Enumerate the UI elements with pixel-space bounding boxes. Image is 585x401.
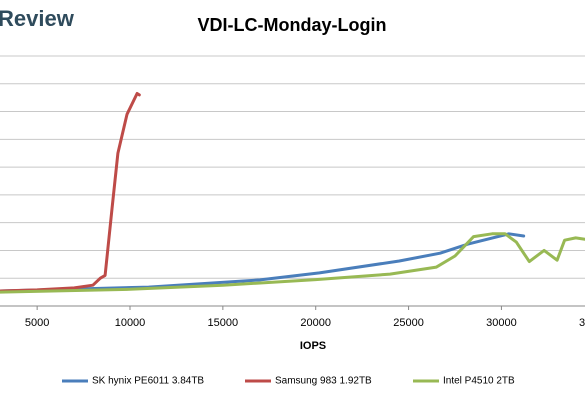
series-line (0, 232, 585, 294)
legend-label: Intel P4510 2TB (443, 376, 515, 387)
series-line (0, 92, 141, 293)
x-tick-label: 20000 (300, 317, 331, 329)
logo: Review (0, 6, 75, 31)
x-axis-label: IOPS (300, 340, 326, 352)
x-tick-label: 10000 (115, 317, 146, 329)
x-tick-label: 5000 (25, 317, 49, 329)
x-tick-label: 30000 (486, 317, 517, 329)
chart-title: VDI-LC-Monday-Login (198, 15, 387, 35)
series-line (0, 232, 526, 293)
x-tick-label: 35000 (579, 317, 585, 329)
legend-label: Samsung 983 1.92TB (275, 376, 372, 387)
legend-label: SK hynix PE6011 3.84TB (92, 376, 204, 387)
x-tick-label: 15000 (208, 317, 239, 329)
x-tick-label: 25000 (393, 317, 424, 329)
